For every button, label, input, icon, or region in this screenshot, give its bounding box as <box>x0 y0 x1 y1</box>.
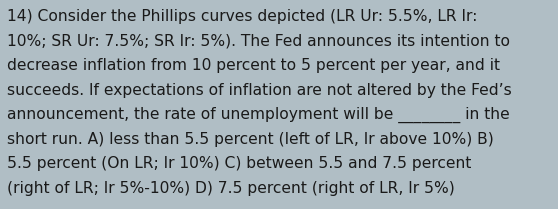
Text: (right of LR; Ir 5%-10%) D) 7.5 percent (right of LR, Ir 5%): (right of LR; Ir 5%-10%) D) 7.5 percent … <box>7 181 455 196</box>
Text: decrease inflation from 10 percent to 5 percent per year, and it: decrease inflation from 10 percent to 5 … <box>7 58 501 73</box>
Text: short run. A) less than 5.5 percent (left of LR, Ir above 10%) B): short run. A) less than 5.5 percent (lef… <box>7 132 494 147</box>
Text: announcement, the rate of unemployment will be ________ in the: announcement, the rate of unemployment w… <box>7 107 510 124</box>
Text: 5.5 percent (On LR; Ir 10%) C) between 5.5 and 7.5 percent: 5.5 percent (On LR; Ir 10%) C) between 5… <box>7 156 472 171</box>
Text: succeeds. If expectations of inflation are not altered by the Fed’s: succeeds. If expectations of inflation a… <box>7 83 512 98</box>
Text: 14) Consider the Phillips curves depicted (LR Ur: 5.5%, LR Ir:: 14) Consider the Phillips curves depicte… <box>7 9 478 24</box>
Text: 10%; SR Ur: 7.5%; SR Ir: 5%). The Fed announces its intention to: 10%; SR Ur: 7.5%; SR Ir: 5%). The Fed an… <box>7 34 510 49</box>
